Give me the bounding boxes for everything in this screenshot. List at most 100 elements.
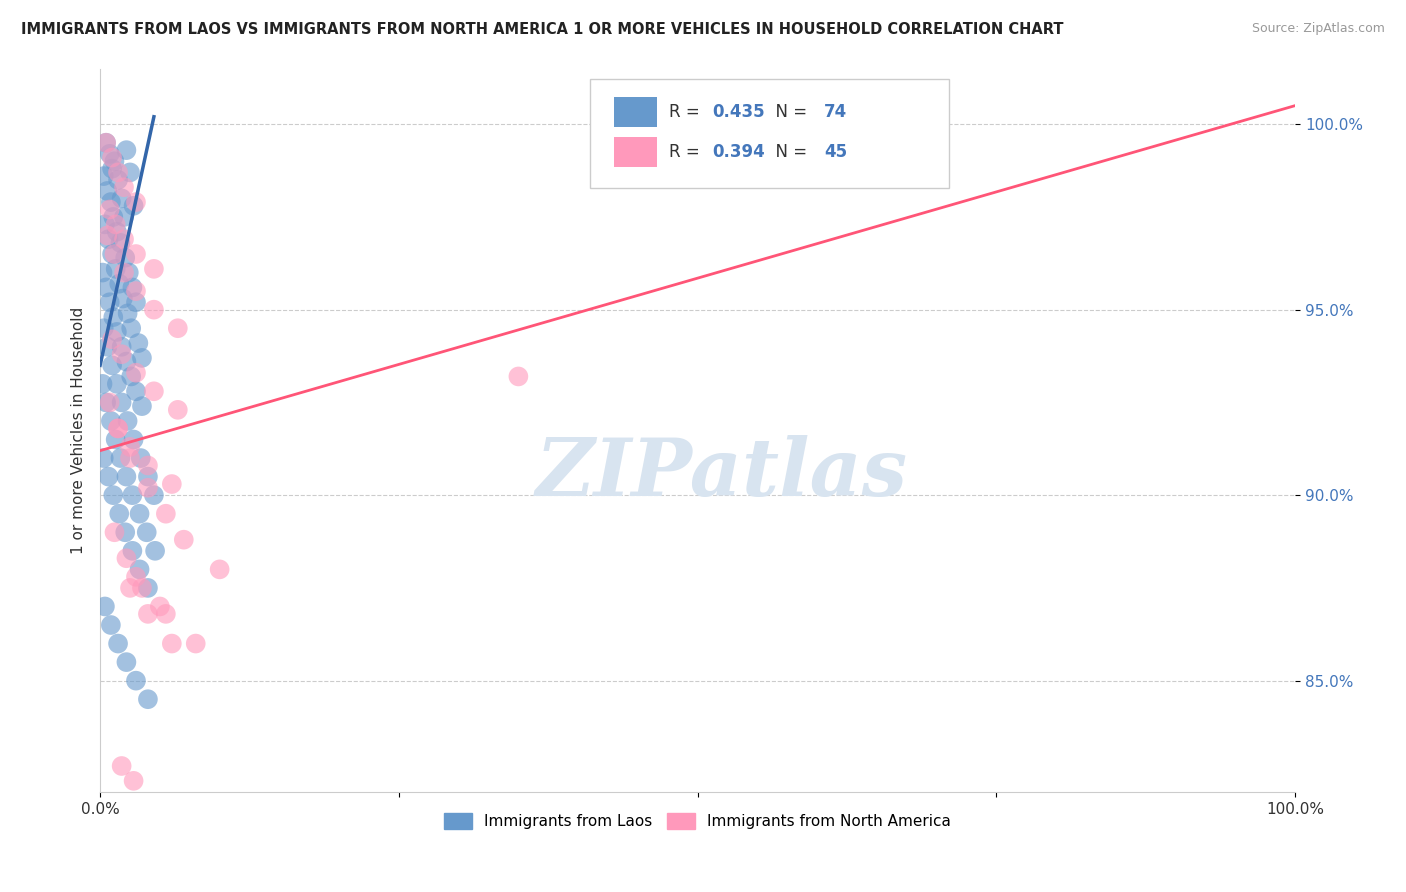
Point	[111, 759, 134, 773]
Legend: Immigrants from Laos, Immigrants from North America: Immigrants from Laos, Immigrants from No…	[439, 806, 957, 835]
Point	[118, 165, 141, 179]
Point	[142, 261, 165, 276]
Point	[104, 217, 127, 231]
Point	[125, 284, 148, 298]
Point	[135, 525, 157, 540]
Point	[121, 488, 143, 502]
Text: N =: N =	[765, 143, 811, 161]
Point	[115, 469, 138, 483]
Point	[142, 384, 165, 399]
Point	[112, 210, 135, 224]
Point	[101, 359, 124, 373]
Point	[103, 154, 125, 169]
Point	[208, 562, 231, 576]
Point	[122, 773, 145, 788]
Point	[115, 655, 138, 669]
Point	[111, 191, 134, 205]
Point	[98, 202, 121, 217]
Point	[111, 292, 134, 306]
Point	[103, 310, 125, 324]
Point	[105, 225, 128, 239]
Point	[136, 481, 159, 495]
Text: 74: 74	[824, 103, 848, 121]
Point	[117, 306, 139, 320]
Point	[94, 217, 117, 231]
Point	[107, 165, 129, 179]
Point	[94, 136, 117, 150]
Point	[107, 421, 129, 435]
Point	[166, 321, 188, 335]
Point	[105, 376, 128, 391]
Point	[127, 336, 149, 351]
Point	[108, 507, 131, 521]
Point	[125, 570, 148, 584]
Point	[118, 581, 141, 595]
Point	[131, 351, 153, 365]
Point	[120, 321, 142, 335]
Text: IMMIGRANTS FROM LAOS VS IMMIGRANTS FROM NORTH AMERICA 1 OR MORE VEHICLES IN HOUS: IMMIGRANTS FROM LAOS VS IMMIGRANTS FROM …	[21, 22, 1063, 37]
Point	[125, 295, 148, 310]
Point	[173, 533, 195, 547]
Point	[125, 673, 148, 688]
Point	[122, 199, 145, 213]
Point	[136, 607, 159, 621]
Point	[111, 340, 134, 354]
Point	[118, 440, 141, 454]
Point	[91, 266, 114, 280]
Point	[184, 636, 207, 650]
Point	[112, 266, 135, 280]
Point	[122, 433, 145, 447]
Point	[98, 295, 121, 310]
Point	[96, 340, 118, 354]
Point	[104, 261, 127, 276]
Point	[166, 402, 188, 417]
Point	[94, 599, 117, 614]
FancyBboxPatch shape	[614, 96, 657, 128]
Point	[104, 433, 127, 447]
Point	[93, 321, 115, 335]
Text: 45: 45	[824, 143, 848, 161]
Point	[108, 277, 131, 291]
Point	[101, 151, 124, 165]
Point	[136, 469, 159, 483]
Point	[94, 280, 117, 294]
Point	[125, 366, 148, 380]
Point	[131, 581, 153, 595]
Point	[103, 525, 125, 540]
Text: R =: R =	[669, 103, 704, 121]
Point	[128, 507, 150, 521]
Point	[136, 458, 159, 473]
Point	[155, 507, 177, 521]
Point	[120, 369, 142, 384]
Point	[117, 414, 139, 428]
Point	[110, 235, 132, 250]
Point	[93, 169, 115, 183]
Point	[97, 469, 120, 483]
Point	[114, 525, 136, 540]
Point	[121, 544, 143, 558]
Text: N =: N =	[765, 103, 811, 121]
Point	[101, 161, 124, 176]
Text: R =: R =	[669, 143, 704, 161]
FancyBboxPatch shape	[591, 79, 949, 188]
Point	[136, 581, 159, 595]
Point	[101, 247, 124, 261]
Point	[91, 376, 114, 391]
Point	[508, 369, 530, 384]
Point	[112, 232, 135, 246]
Point	[93, 451, 115, 466]
Point	[101, 332, 124, 346]
Point	[129, 451, 152, 466]
Point	[94, 136, 117, 150]
Point	[115, 551, 138, 566]
Point	[160, 636, 183, 650]
Point	[115, 143, 138, 157]
Point	[112, 180, 135, 194]
Text: Source: ZipAtlas.com: Source: ZipAtlas.com	[1251, 22, 1385, 36]
Point	[105, 325, 128, 339]
Point	[142, 488, 165, 502]
Point	[125, 384, 148, 399]
Point	[115, 354, 138, 368]
Point	[142, 302, 165, 317]
Point	[107, 636, 129, 650]
